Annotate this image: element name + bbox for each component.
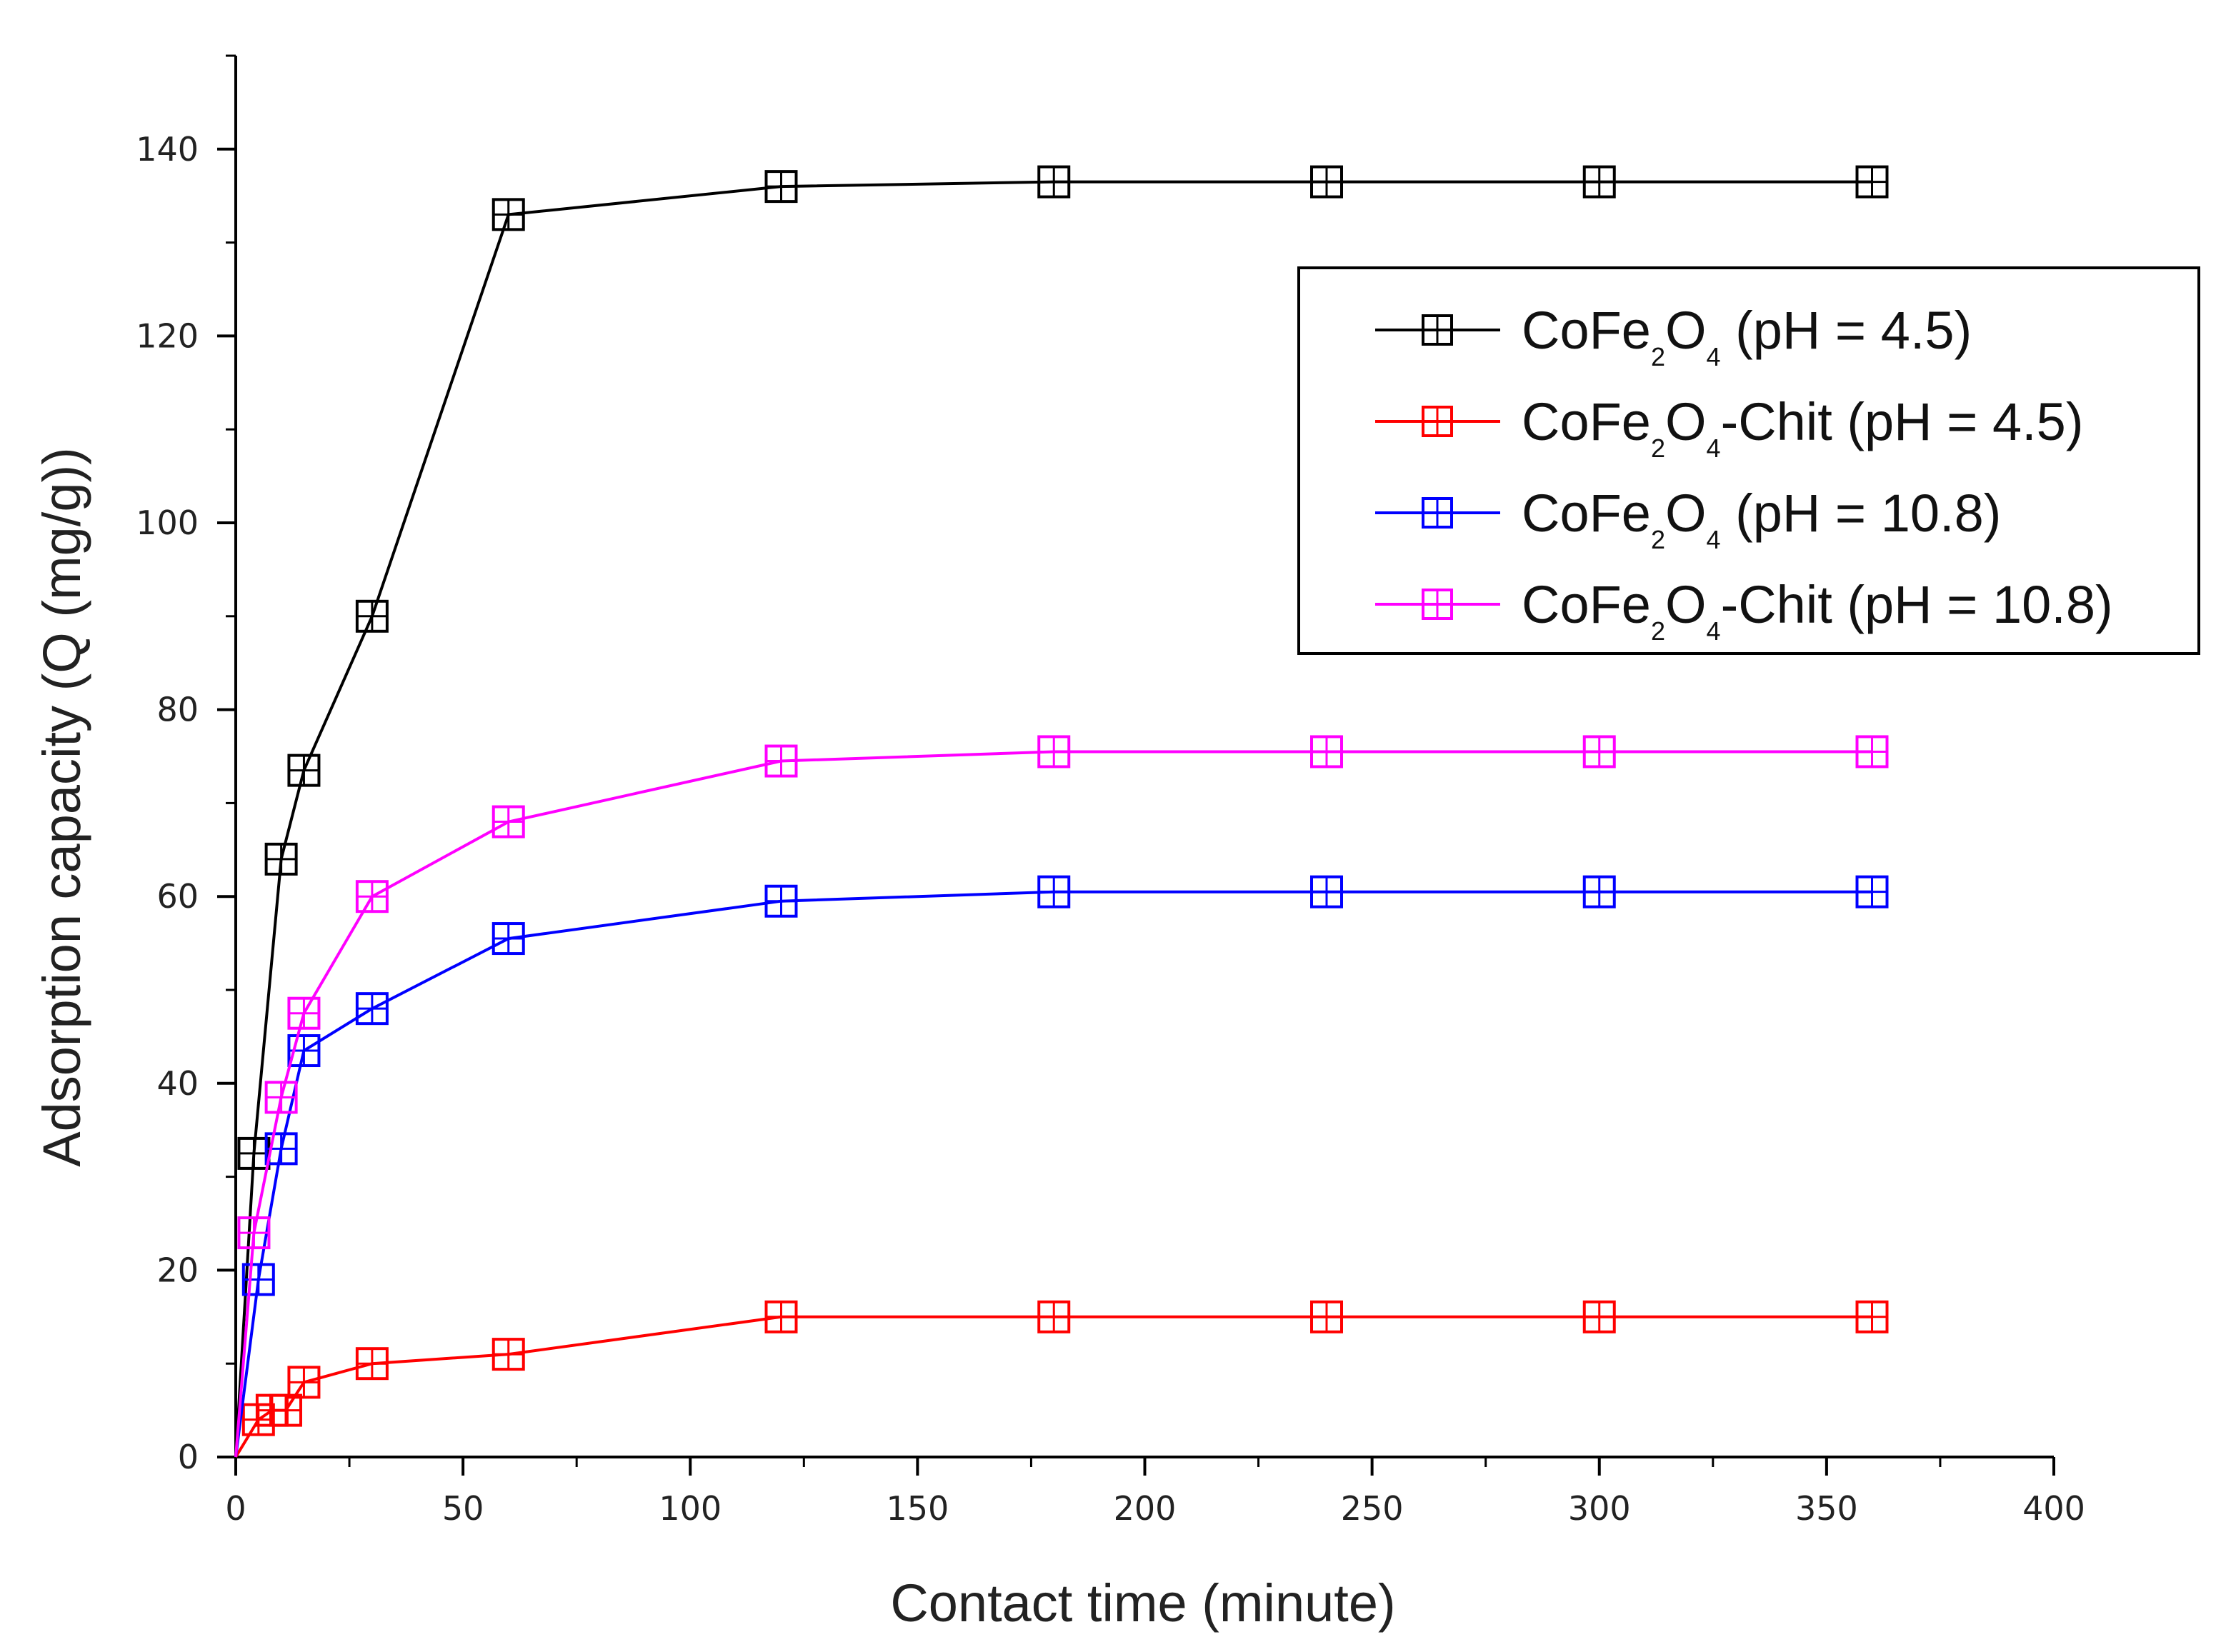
x-tick-label: 350 [1795, 1489, 1858, 1528]
legend-entry-1: CoFe2O4 (pH = 4.5) [1375, 301, 1972, 371]
legend-subscript: 4 [1707, 525, 1721, 554]
legend-label: CoFe2O4 (pH = 4.5) [1522, 301, 1972, 371]
legend-entry-2: CoFe2O4-Chit (pH = 4.5) [1375, 392, 2083, 463]
x-tick-label: 50 [442, 1489, 484, 1528]
y-tick-label: 60 [156, 877, 199, 916]
legend-subscript: 4 [1707, 342, 1721, 371]
y-tick-label: 80 [156, 691, 199, 729]
legend-text-part: CoFe [1522, 392, 1651, 451]
legend-text-part: (pH = 10.8) [1721, 484, 2002, 543]
series-4 [234, 735, 1889, 1458]
legend-subscript: 2 [1651, 616, 1665, 646]
legend-subscript: 2 [1651, 342, 1665, 371]
x-tick-label: 250 [1341, 1489, 1404, 1528]
legend-text-part: CoFe [1522, 484, 1651, 543]
legend-subscript: 4 [1707, 616, 1721, 646]
y-tick-label: 0 [178, 1438, 199, 1476]
legend-text-part: O [1665, 301, 1707, 360]
legend-text-part: (pH = 4.5) [1721, 301, 1972, 360]
y-tick-label: 100 [136, 504, 199, 542]
x-tick-label: 300 [1568, 1489, 1631, 1528]
legend-subscript: 4 [1707, 434, 1721, 463]
legend-label: CoFe2O4-Chit (pH = 10.8) [1522, 575, 2113, 646]
x-axis-title: Contact time (minute) [890, 1573, 1395, 1633]
legend-text-part: O [1665, 575, 1707, 634]
legend-text-part: O [1665, 392, 1707, 451]
axes: 0 50 100 150 200 250 300 350 400 0 20 40 60 80 100 120 1… [136, 54, 2085, 1528]
legend-entry-4: CoFe2O4-Chit (pH = 10.8) [1375, 575, 2113, 646]
y-tick-label: 20 [156, 1251, 199, 1289]
legend-text-part: -Chit (pH = 10.8) [1721, 575, 2113, 634]
y-tick-label: 140 [136, 130, 199, 169]
legend-text-part: CoFe [1522, 575, 1651, 634]
legend-text-part: CoFe [1522, 301, 1651, 360]
legend-subscript: 2 [1651, 434, 1665, 463]
x-tick-label: 400 [2022, 1489, 2085, 1528]
series-3 [234, 875, 1889, 1458]
legend-entry-3: CoFe2O4 (pH = 10.8) [1375, 484, 2001, 554]
legend-label: CoFe2O4-Chit (pH = 4.5) [1522, 392, 2083, 463]
legend-text-part: O [1665, 484, 1707, 543]
legend-label: CoFe2O4 (pH = 10.8) [1522, 484, 2001, 554]
x-tick-label: 200 [1114, 1489, 1177, 1528]
x-tick-label: 0 [225, 1489, 246, 1528]
x-tick-label: 150 [886, 1489, 949, 1528]
x-tick-label: 100 [659, 1489, 722, 1528]
y-axis-title: Adsorption capacity (Q (mg/g)) [32, 447, 91, 1167]
y-tick-label: 120 [136, 316, 199, 355]
legend: CoFe2O4 (pH = 4.5)CoFe2O4-Chit (pH = 4.5… [1297, 266, 2200, 655]
legend-text-part: -Chit (pH = 4.5) [1721, 392, 2084, 451]
legend-subscript: 2 [1651, 525, 1665, 554]
series-1 [234, 165, 1889, 1458]
y-tick-label: 40 [156, 1064, 199, 1103]
series-layer [234, 165, 1889, 1458]
series-2 [234, 1300, 1889, 1458]
